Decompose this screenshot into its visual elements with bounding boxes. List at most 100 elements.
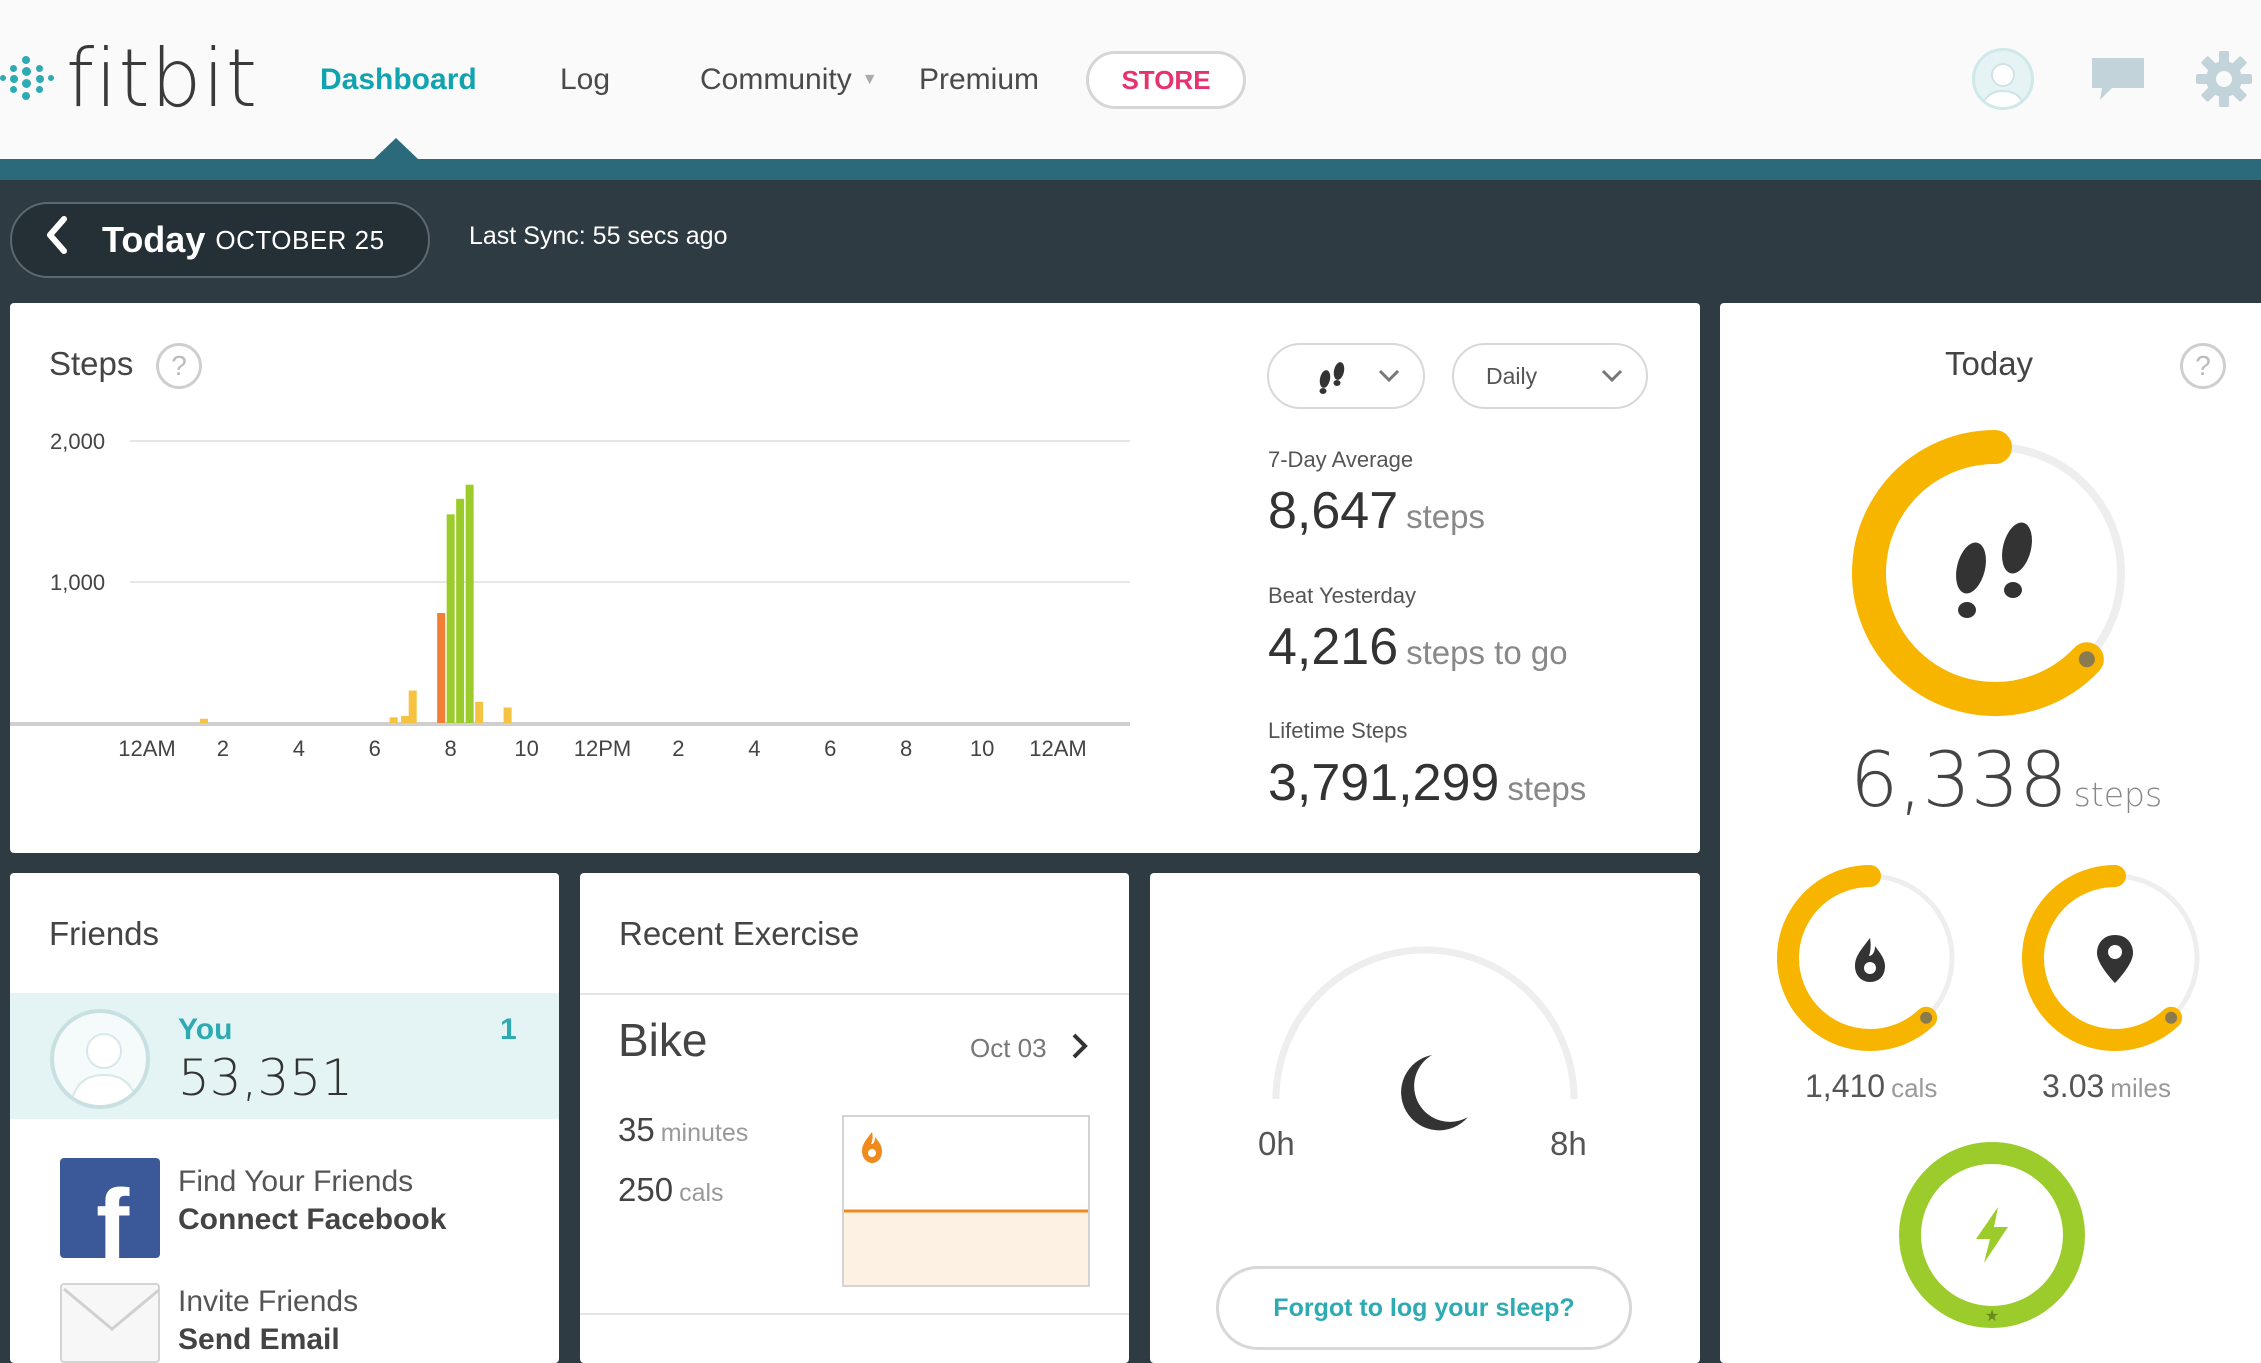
divider	[580, 1313, 1129, 1315]
recent-exercise-title: Recent Exercise	[619, 915, 860, 952]
date-selector[interactable]: Today OCTOBER 25	[10, 202, 430, 278]
friend-name: You	[178, 1013, 233, 1046]
flame-icon	[862, 1132, 882, 1163]
date-label: OCTOBER 25	[215, 224, 385, 255]
friend-steps: 53,351	[178, 1049, 353, 1107]
calories-ring-progress	[1777, 865, 1938, 1051]
friend-row-you[interactable]: You 1 53,351	[10, 993, 559, 1119]
friends-card-title: Friends	[49, 915, 160, 952]
sleep-card: 0h 8h Forgot to log your sleep?	[1150, 873, 1700, 1363]
chart-bar	[446, 514, 455, 723]
today-steps-value: 6,338	[1850, 735, 2068, 824]
exercise-minutes-value: 35	[618, 1111, 655, 1148]
steps-ring-dot	[2078, 651, 2095, 668]
star-icon: ★	[1985, 1308, 1999, 1325]
steps-card-title: Steps	[49, 345, 134, 382]
calories-stat: 1,410 cals	[1805, 1068, 1937, 1105]
chart-y-tick-label: 1,000	[50, 570, 105, 595]
active-nav-pointer	[374, 138, 418, 159]
today-card-title: Today	[1945, 345, 2034, 382]
period-dropdown-value: Daily	[1486, 362, 1538, 389]
exercise-minutes-unit: minutes	[660, 1119, 749, 1147]
metric-unit: steps	[1507, 770, 1587, 807]
store-button[interactable]: STORE	[1086, 51, 1246, 109]
metric-value: 4,216 steps to go	[1268, 617, 1568, 677]
calories-ring-dot	[1920, 1011, 1933, 1024]
exercise-minutes: 35 minutes	[618, 1111, 748, 1149]
flame-icon	[1855, 938, 1885, 982]
exercise-name[interactable]: Bike	[618, 1014, 708, 1066]
distance-stat: 3.03 miles	[2042, 1068, 2171, 1105]
chart-bar	[456, 498, 465, 723]
chart-bar	[503, 707, 512, 723]
period-dropdown[interactable]: Daily	[1452, 343, 1648, 409]
active-minutes-ring	[1899, 1142, 2085, 1328]
chart-x-tick-label: 4	[748, 736, 760, 761]
fitbit-logo-icon	[0, 48, 58, 108]
sleep-min-label: 0h	[1258, 1125, 1295, 1162]
message-icon[interactable]	[2090, 56, 2146, 102]
chart-x-tick-label: 2	[217, 736, 229, 761]
chart-bar	[475, 701, 484, 723]
chevron-down-icon	[1601, 369, 1623, 383]
nav-log[interactable]: Log	[560, 63, 611, 96]
avatar-icon[interactable]	[1972, 48, 2034, 110]
facebook-icon[interactable]: f	[60, 1158, 160, 1258]
invite-friends-label: Invite Friends	[178, 1285, 359, 1318]
logo-text: fitbit	[66, 31, 259, 125]
metric-unit: steps to go	[1406, 634, 1568, 671]
log-sleep-button[interactable]: Forgot to log your sleep?	[1216, 1266, 1632, 1350]
metric-unit: steps	[1406, 498, 1486, 535]
fitbit-logo[interactable]: fitbit	[0, 28, 258, 128]
chevron-right-icon[interactable]	[1070, 1031, 1090, 1069]
exercise-cals-unit: cals	[679, 1179, 724, 1207]
gear-icon[interactable]	[2195, 50, 2253, 108]
today-steps-unit: steps	[2073, 775, 2163, 814]
chart-x-tick-label: 12AM	[1029, 736, 1086, 761]
nav-community[interactable]: Community ▼	[700, 56, 878, 104]
chart-x-tick-label: 8	[445, 736, 457, 761]
footsteps-icon	[1319, 362, 1345, 394]
chart-x-tick-label: 6	[369, 736, 381, 761]
friend-rank: 1	[500, 1013, 517, 1046]
last-sync-status: Last Sync: 55 secs ago	[469, 222, 728, 250]
chart-x-tick-label: 10	[514, 736, 538, 761]
nav-dashboard[interactable]: Dashboard	[320, 63, 477, 96]
envelope-icon[interactable]	[60, 1283, 160, 1363]
chevron-down-icon	[1378, 369, 1400, 383]
distance-value: 3.03	[2042, 1068, 2105, 1104]
steps-card: Steps ? 2,000 1,000 12AM 2 4 6 8 10 12PM 2 4 6 8 10 12…	[10, 303, 1700, 853]
footsteps-icon	[1956, 522, 2032, 618]
chevron-left-icon[interactable]	[12, 215, 102, 265]
chart-x-tick-label: 6	[824, 736, 836, 761]
metric-value: 8,647 steps	[1268, 481, 1485, 541]
avatar-icon	[50, 1009, 150, 1109]
send-email-link[interactable]: Send Email	[178, 1323, 340, 1356]
chart-bar	[437, 613, 446, 723]
help-icon[interactable]: ?	[2180, 343, 2226, 389]
moon-icon	[1401, 1055, 1468, 1131]
exercise-date: Oct 03	[970, 1033, 1047, 1063]
chart-bar	[465, 484, 474, 723]
nav-premium[interactable]: Premium	[919, 63, 1040, 96]
connect-facebook-link[interactable]: Connect Facebook	[178, 1203, 447, 1236]
exercise-heart-rate-graph[interactable]	[842, 1115, 1090, 1287]
today-card: Today ? ★ 6,338 steps	[1720, 303, 2261, 1363]
divider	[580, 993, 1129, 995]
chart-bar	[408, 690, 417, 723]
chart-bar	[401, 715, 410, 723]
top-navigation-bar: fitbit Dashboard Log Community ▼ Premium…	[0, 0, 2261, 159]
metric-value: 3,791,299 steps	[1268, 753, 1586, 813]
metric-label: Lifetime Steps	[1268, 718, 1408, 743]
help-icon[interactable]: ?	[156, 343, 202, 389]
location-pin-icon	[2097, 935, 2133, 983]
chart-x-tick-label: 4	[293, 736, 305, 761]
distance-ring-dot	[2165, 1011, 2178, 1024]
distance-unit: miles	[2110, 1073, 2171, 1103]
chart-x-tick-label: 12AM	[118, 736, 175, 761]
beat-yesterday-value: 4,216	[1268, 618, 1399, 676]
today-progress-rings[interactable]: ★	[1720, 303, 2261, 1363]
activity-dropdown[interactable]	[1267, 343, 1425, 409]
date-today-label: Today	[102, 219, 206, 260]
sleep-gauge	[1272, 946, 1578, 1131]
